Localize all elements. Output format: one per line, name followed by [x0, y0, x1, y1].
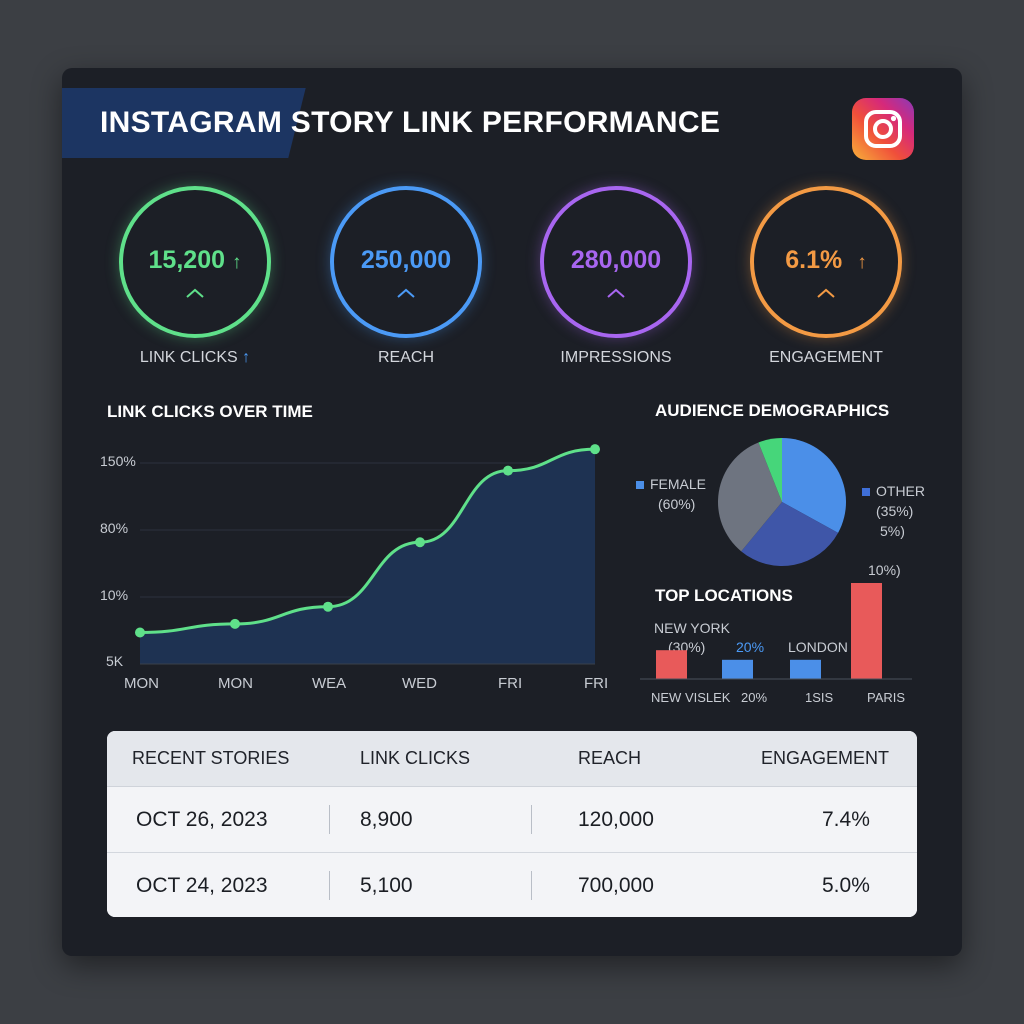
x-tick: MON	[124, 675, 159, 692]
loc-new-york-label: NEW YORK	[654, 620, 730, 636]
kpi-value: 280,000	[570, 246, 662, 274]
x-tick: MON	[218, 675, 253, 692]
column-divider	[531, 871, 532, 900]
pie-slice	[782, 438, 846, 533]
kpi-value: 6.1%	[785, 246, 843, 274]
pie-slice	[741, 502, 839, 566]
table-cell: 5.0%	[822, 873, 870, 897]
chevron-up-icon	[544, 286, 688, 304]
legend-swatch	[636, 481, 644, 490]
location-bar	[851, 583, 882, 679]
line-point	[590, 444, 600, 455]
line-series	[139, 447, 596, 634]
line-point	[135, 627, 145, 638]
table-cell: 5,100	[360, 873, 413, 897]
up-arrow-icon: ↑	[857, 252, 867, 273]
legend-swatch	[862, 488, 870, 497]
kpi-label: ENGAGEMENT	[769, 349, 883, 366]
line-point	[503, 465, 513, 476]
loc-x-label: NEW VISLEK	[651, 690, 731, 705]
loc-blue-pct: 20%	[736, 639, 765, 655]
x-tick: FRI	[498, 675, 523, 692]
kpi-link-clicks: 15,200 ↑	[119, 186, 271, 338]
table-cell: 8,900	[360, 807, 413, 831]
loc-x-label: PARIS	[867, 690, 906, 705]
column-header[interactable]: REACH	[578, 748, 642, 768]
chevron-up-icon	[334, 286, 478, 304]
demographics-title: AUDIENCE DEMOGRAPHICS	[655, 401, 890, 420]
x-tick: FRI	[584, 675, 609, 692]
legend-other: OTHER (35%) 5%)	[862, 481, 925, 541]
kpi-label: REACH	[377, 349, 434, 366]
loc-paris-pct: 10%)	[868, 562, 901, 578]
chevron-up-icon	[754, 286, 898, 304]
table-cell: OCT 26, 2023	[136, 807, 268, 831]
recent-stories-table: RECENT STORIES LINK CLICKS REACH ENGAGEM…	[107, 731, 917, 917]
bar-chart	[640, 583, 912, 680]
x-tick: WED	[402, 675, 437, 692]
line-chart	[135, 444, 600, 665]
table-header: RECENT STORIES LINK CLICKS REACH ENGAGEM…	[107, 731, 917, 787]
table-cell: OCT 24, 2023	[136, 873, 268, 897]
page-title: INSTAGRAM STORY LINK PERFORMANCE	[100, 106, 721, 139]
legend-female: FEMALE (60%)	[636, 474, 706, 514]
kpi-label: IMPRESSIONS	[560, 349, 672, 366]
y-tick: 80%	[100, 520, 129, 536]
table-cell: 120,000	[578, 807, 654, 831]
column-header[interactable]: LINK CLICKS	[360, 748, 471, 768]
kpi-reach: 250,000	[330, 186, 482, 338]
table-cell: 700,000	[578, 873, 654, 897]
line-point	[230, 618, 240, 629]
kpi-value: 15,200	[148, 246, 225, 274]
line-chart-title: LINK CLICKS OVER TIME	[107, 402, 313, 421]
line-point	[323, 601, 333, 612]
kpi-engagement: 6.1% ↑	[750, 186, 902, 338]
line-area	[140, 449, 595, 664]
kpi-impressions: 280,000	[540, 186, 692, 338]
table-row[interactable]: OCT 26, 2023 8,900 120,000 7.4%	[107, 787, 917, 853]
locations-title: TOP LOCATIONS	[655, 586, 793, 605]
instagram-logo-icon	[852, 98, 914, 160]
location-bar	[790, 659, 821, 679]
loc-x-label: 20%	[741, 690, 768, 705]
column-header[interactable]: RECENT STORIES	[132, 748, 290, 768]
y-tick: 150%	[100, 453, 136, 469]
line-point	[415, 537, 425, 548]
loc-x-label: 1SIS	[805, 690, 834, 705]
location-bar	[722, 659, 753, 679]
location-bar	[656, 650, 687, 679]
x-tick: WEA	[312, 675, 347, 692]
y-tick: 10%	[100, 587, 129, 603]
column-divider	[531, 805, 532, 834]
loc-london-label: LONDON	[788, 639, 848, 655]
kpi-value: 250,000	[360, 246, 452, 274]
table-cell: 7.4%	[822, 807, 870, 831]
chevron-up-icon	[123, 286, 267, 304]
column-header[interactable]: ENGAGEMENT	[761, 748, 890, 768]
kpi-label: LINK CLICKS ↑	[139, 349, 251, 366]
pie-chart	[718, 438, 846, 566]
column-divider	[329, 805, 330, 834]
column-divider	[329, 871, 330, 900]
y-tick: 5K	[106, 653, 124, 669]
table-row[interactable]: OCT 24, 2023 5,100 700,000 5.0%	[107, 853, 917, 917]
up-arrow-icon: ↑	[231, 252, 242, 273]
pie-slice	[758, 438, 782, 502]
pie-slice	[718, 442, 782, 552]
dashboard-panel: INSTAGRAM STORY LINK PERFORMANCE 15,200 …	[62, 68, 962, 956]
up-arrow-icon: ↑	[242, 349, 251, 366]
